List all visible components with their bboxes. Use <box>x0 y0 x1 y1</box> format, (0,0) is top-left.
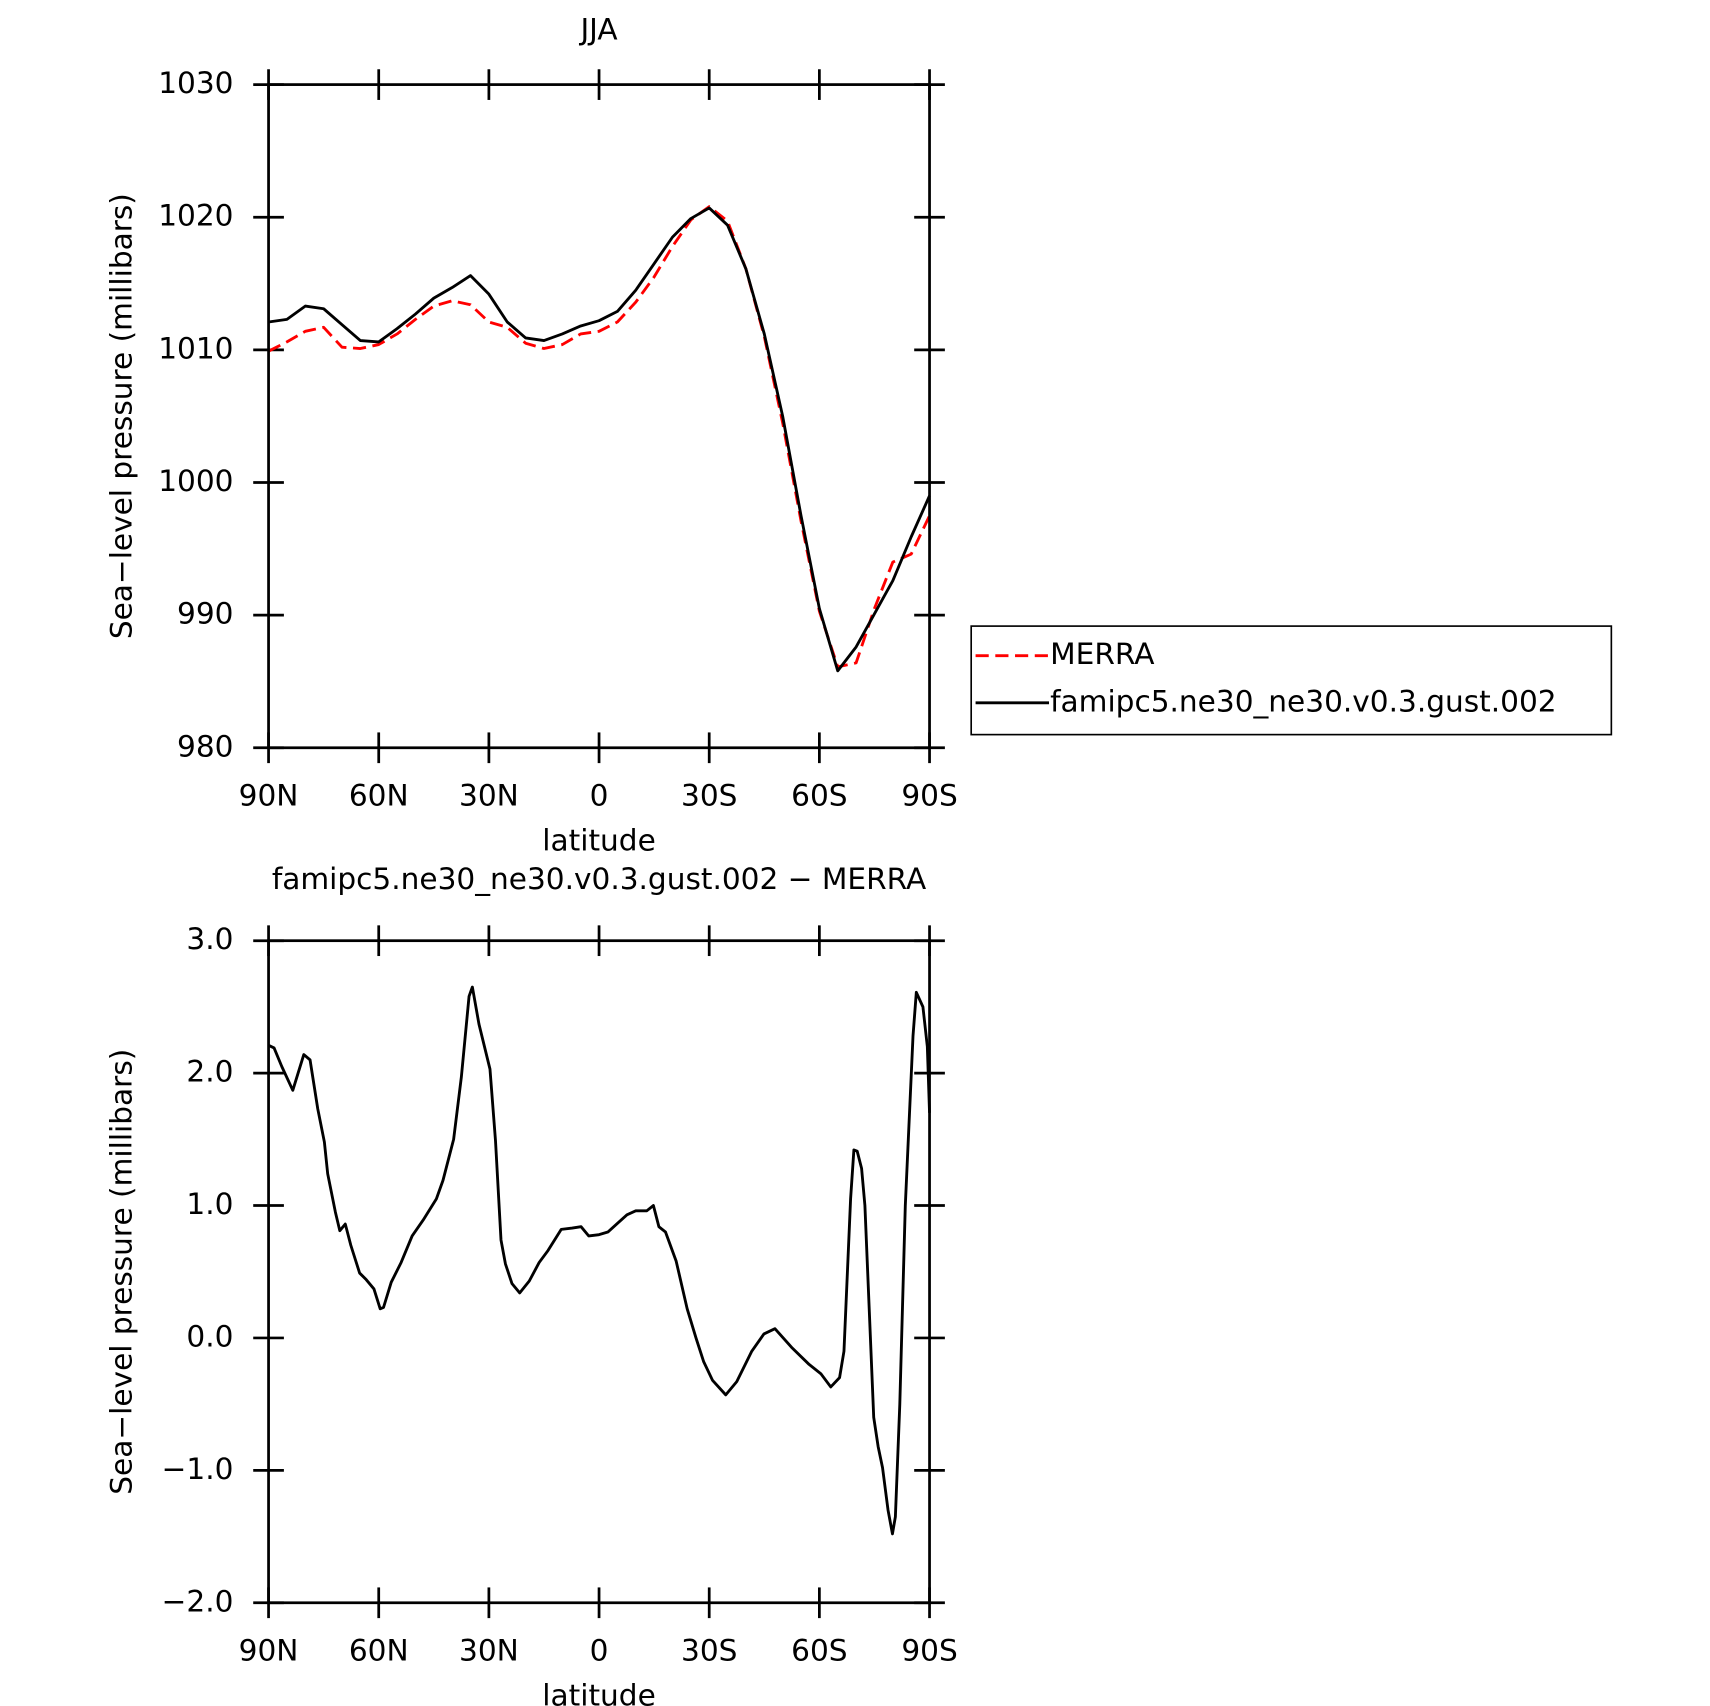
line-series <box>267 205 931 669</box>
x-tick-label: 60S <box>791 1634 847 1668</box>
x-axis-label: latitude <box>542 824 655 858</box>
plot-frame <box>267 83 931 750</box>
x-tick-label: 30N <box>459 1634 519 1668</box>
x-tick-label: 0 <box>590 779 609 813</box>
line-series <box>268 206 931 673</box>
y-tick-label: 1030 <box>158 66 233 100</box>
y-tick-label: −2.0 <box>162 1584 234 1618</box>
x-tick-label: 60N <box>349 779 409 813</box>
y-axis-label: Sea−level pressure (millibars) <box>104 1049 138 1495</box>
y-tick-label: 3.0 <box>186 922 233 956</box>
y-tick-label: −1.0 <box>162 1452 234 1486</box>
x-tick-label: 30S <box>681 779 737 813</box>
x-tick-label: 90N <box>239 1634 299 1668</box>
y-tick-label: 0.0 <box>186 1319 233 1353</box>
y-tick-label: 990 <box>177 597 233 631</box>
y-tick-label: 1010 <box>158 331 233 365</box>
y-tick-label: 2.0 <box>186 1055 233 1089</box>
y-tick-label: 980 <box>177 729 233 763</box>
x-tick-label: 90S <box>901 779 957 813</box>
x-axis-label: latitude <box>542 1679 655 1706</box>
plot-frame <box>267 939 931 1605</box>
legend-box <box>970 625 1613 736</box>
chart-title: famipc5.ne30_ne30.v0.3.gust.002 − MERRA <box>272 862 926 896</box>
y-axis-label: Sea−level pressure (millibars) <box>104 193 138 639</box>
x-tick-label: 30S <box>681 1634 737 1668</box>
x-tick-label: 60N <box>349 1634 409 1668</box>
line-series <box>267 985 931 1536</box>
x-tick-label: 0 <box>590 1634 609 1668</box>
chart-title: JJA <box>578 12 617 46</box>
y-tick-label: 1000 <box>158 464 233 498</box>
y-tick-label: 1.0 <box>186 1187 233 1221</box>
x-tick-label: 30N <box>459 779 519 813</box>
legend-label: famipc5.ne30_ne30.v0.3.gust.002 <box>1050 684 1557 718</box>
x-tick-label: 90S <box>901 1634 957 1668</box>
y-tick-label: 1020 <box>158 199 233 233</box>
x-tick-label: 90N <box>239 779 299 813</box>
legend-label: MERRA <box>1050 637 1154 671</box>
x-tick-label: 60S <box>791 779 847 813</box>
